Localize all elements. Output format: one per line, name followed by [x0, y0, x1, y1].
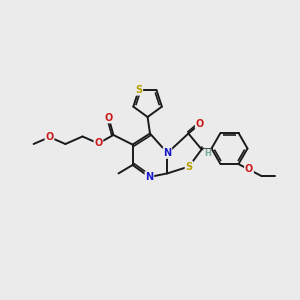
Text: O: O — [104, 112, 113, 123]
Text: O: O — [94, 138, 103, 148]
Text: S: S — [185, 161, 193, 172]
Text: N: N — [163, 148, 172, 158]
Text: O: O — [196, 119, 204, 129]
Text: N: N — [145, 172, 154, 182]
Text: O: O — [245, 164, 253, 175]
Text: H: H — [204, 149, 211, 158]
Text: O: O — [45, 132, 54, 142]
Text: S: S — [135, 85, 142, 95]
